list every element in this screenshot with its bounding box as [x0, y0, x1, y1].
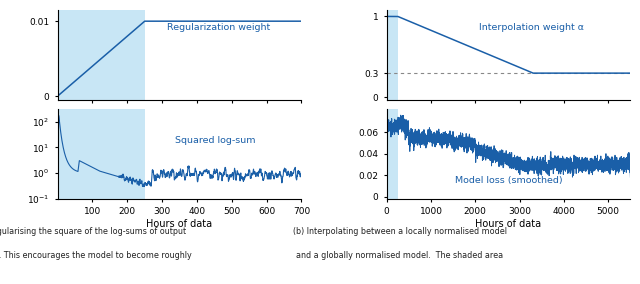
X-axis label: Hours of data: Hours of data [476, 219, 541, 229]
Text: Interpolation weight α: Interpolation weight α [479, 23, 584, 32]
Text: (a) Regularising the square of the log-sums of output: (a) Regularising the square of the log-s… [0, 227, 187, 236]
X-axis label: Hours of data: Hours of data [147, 219, 212, 229]
Bar [387, 109, 397, 199]
Bar [58, 109, 145, 199]
Text: Model loss (smoothed): Model loss (smoothed) [455, 176, 563, 185]
Bar [58, 10, 145, 100]
Bar [387, 10, 397, 100]
Text: Squared log-sum: Squared log-sum [175, 136, 255, 145]
Text: Regularization weight: Regularization weight [167, 23, 271, 32]
Text: (b) Interpolating between a locally normalised model: (b) Interpolating between a locally norm… [293, 227, 507, 236]
Text: vectors. This encourages the model to become roughly: vectors. This encourages the model to be… [0, 251, 191, 260]
Text: and a globally normalised model.  The shaded area: and a globally normalised model. The sha… [296, 251, 504, 260]
